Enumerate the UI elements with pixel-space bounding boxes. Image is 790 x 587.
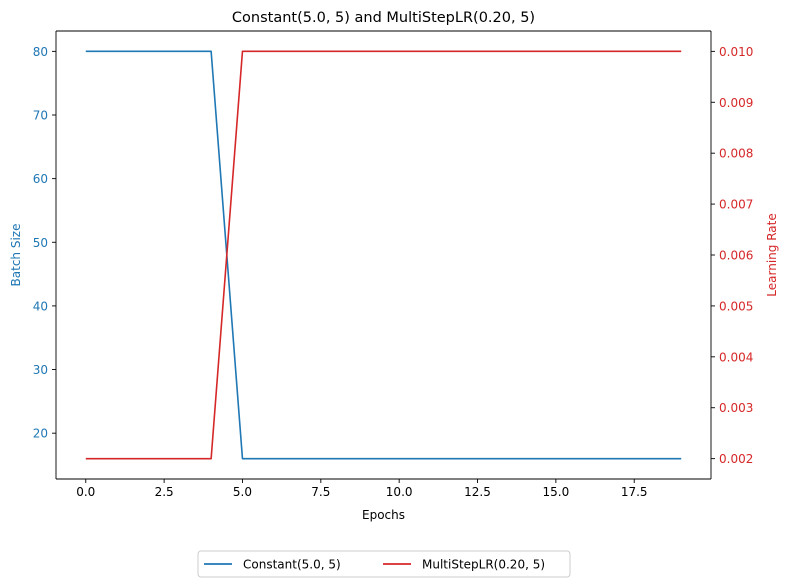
legend: Constant(5.0, 5) MultiStepLR(0.20, 5)	[197, 550, 571, 578]
y-left-tick-label: 70	[33, 109, 48, 123]
y-left-tick-label: 20	[33, 427, 48, 441]
y-left-tick-label: 40	[33, 299, 48, 313]
x-tick-label: 7.5	[311, 485, 330, 499]
y-axis-right-label: Learning Rate	[765, 213, 779, 296]
y-left-tick-label: 50	[33, 236, 48, 250]
x-tick-label: 10.0	[386, 485, 413, 499]
y-right-tick-label: 0.006	[719, 249, 753, 263]
y-left-tick-label: 80	[33, 45, 48, 59]
series-line-constant	[85, 50, 682, 460]
legend-label-multisteplr: MultiStepLR(0.20, 5)	[422, 558, 545, 572]
y-right-tick-label: 0.010	[719, 45, 753, 59]
x-tick-label: 15.0	[543, 485, 570, 499]
series-line-multisteplr	[85, 50, 682, 460]
chart-title: Constant(5.0, 5) and MultiStepLR(0.20, 5…	[232, 10, 535, 26]
y-right-tick-label: 0.005	[719, 299, 753, 313]
x-axis-label: Epochs	[362, 508, 405, 522]
y-right-tick-label: 0.003	[719, 401, 753, 415]
y-left-tick-label: 60	[33, 172, 48, 186]
y-right-tick-label: 0.002	[719, 452, 753, 466]
plot-area: 0.0 2.5 5.0 7.5 10.0 12.5 15.0 17.5 20 30 40 50 60 70…	[33, 30, 753, 499]
x-tick-label: 5.0	[233, 485, 252, 499]
y-axis-left-label: Batch Size	[9, 224, 23, 287]
y-left-tick-label: 30	[33, 363, 48, 377]
legend-label-constant: Constant(5.0, 5)	[243, 558, 341, 572]
y-right-tick-label: 0.008	[719, 147, 753, 161]
y-right-tick-label: 0.007	[719, 198, 753, 212]
x-tick-label: 17.5	[621, 485, 648, 499]
x-tick-label: 0.0	[76, 485, 95, 499]
x-tick-label: 2.5	[155, 485, 174, 499]
x-tick-label: 12.5	[464, 485, 491, 499]
y-right-tick-label: 0.009	[719, 96, 753, 110]
y-right-tick-label: 0.004	[719, 350, 753, 364]
